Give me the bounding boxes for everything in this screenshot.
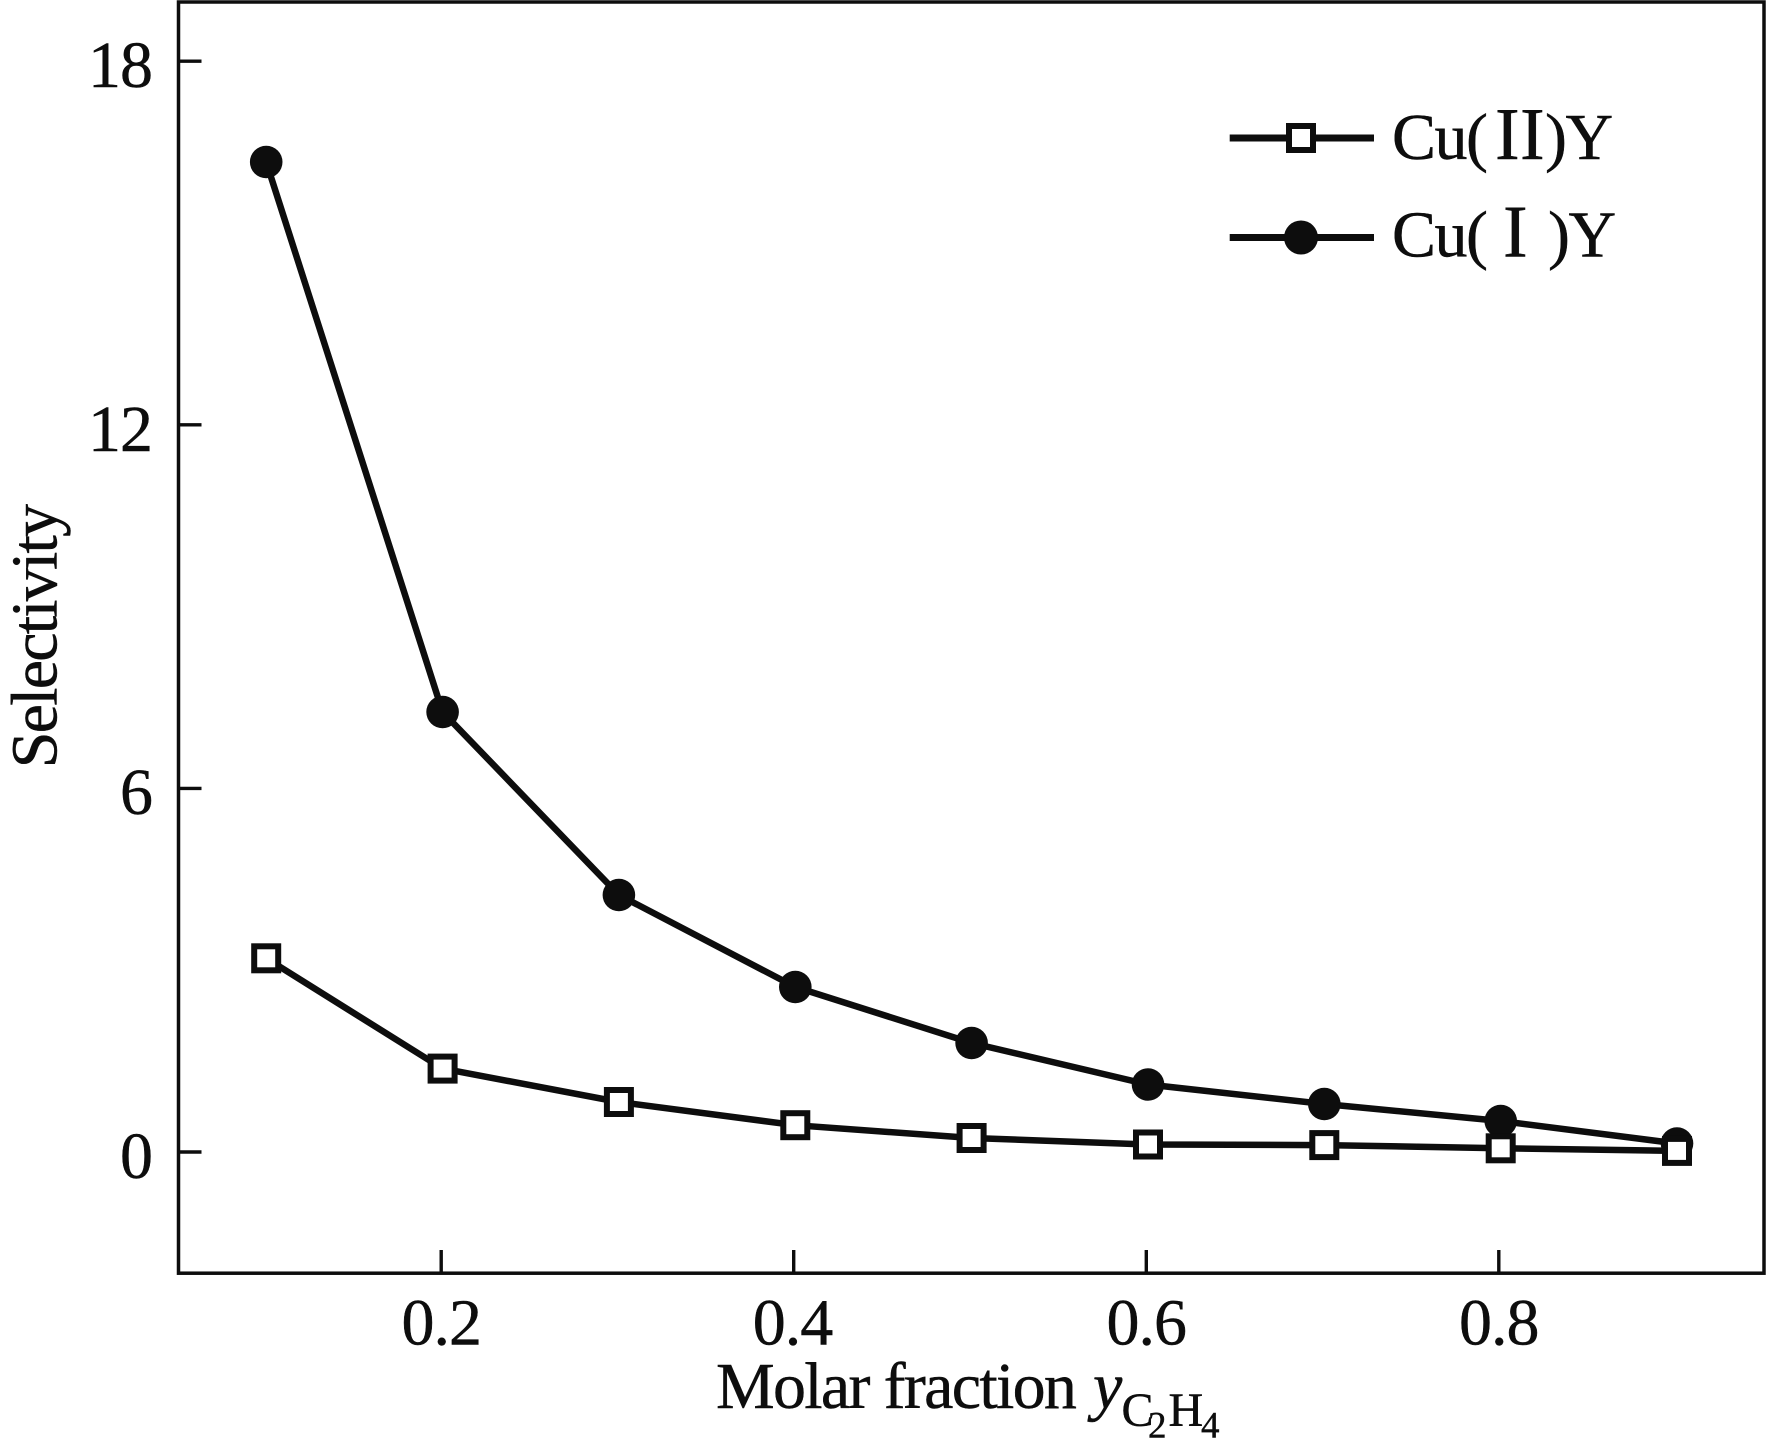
svg-text:12: 12 [88, 393, 152, 466]
svg-text:0.8: 0.8 [1459, 1287, 1539, 1360]
svg-text:6: 6 [120, 756, 152, 829]
svg-text:2: 2 [1148, 1406, 1167, 1447]
svg-text:y: y [1087, 1350, 1123, 1423]
svg-text:)Y: )Y [1545, 101, 1612, 174]
svg-text:I: I [1495, 94, 1518, 176]
svg-text:H: H [1169, 1384, 1204, 1437]
svg-text:I: I [1503, 192, 1526, 274]
svg-text:Cu(: Cu( [1392, 199, 1487, 272]
svg-text:Cu(: Cu( [1392, 101, 1487, 174]
svg-text:0.4: 0.4 [753, 1287, 833, 1360]
svg-text:18: 18 [88, 29, 152, 102]
svg-text:)Y: )Y [1548, 199, 1615, 272]
svg-text:0.6: 0.6 [1107, 1287, 1187, 1360]
svg-text:0.2: 0.2 [401, 1287, 481, 1360]
svg-text:Molar fraction: Molar fraction [716, 1350, 1076, 1423]
svg-text:I: I [1520, 94, 1543, 176]
svg-text:0: 0 [120, 1120, 152, 1193]
svg-text:C: C [1122, 1384, 1154, 1437]
svg-text:Selectivity: Selectivity [0, 504, 72, 768]
svg-text:4: 4 [1201, 1406, 1220, 1447]
